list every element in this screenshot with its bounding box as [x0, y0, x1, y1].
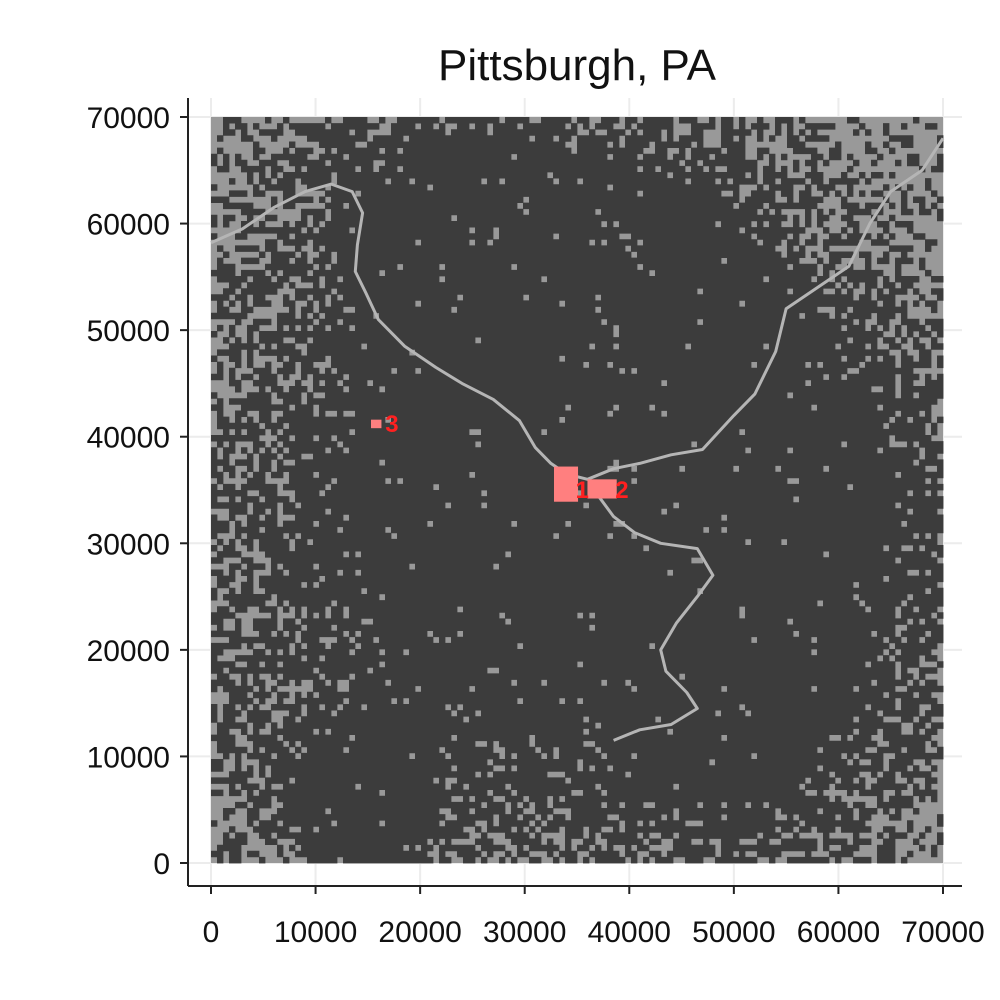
chart-title: Pittsburgh, PA [438, 41, 717, 90]
x-tick-label: 0 [203, 916, 220, 949]
x-tick-label: 60000 [797, 916, 880, 949]
x-tick-label: 20000 [378, 916, 461, 949]
x-tick-label: 50000 [692, 916, 775, 949]
marker-label: 3 [385, 411, 398, 438]
highlight-area [370, 419, 382, 429]
y-tick-label: 50000 [87, 315, 170, 348]
markers: 1 2 3 [385, 411, 628, 504]
y-tick-label: 70000 [87, 102, 170, 135]
x-tick-label: 40000 [588, 916, 671, 949]
x-tick-label: 10000 [274, 916, 357, 949]
y-tick-label: 30000 [87, 528, 170, 561]
x-tick-label: 30000 [483, 916, 566, 949]
y-axis-ticks: 0 10000 20000 30000 40000 50000 60000 70000 [87, 102, 188, 881]
y-tick-label: 20000 [87, 635, 170, 668]
x-tick-label: 70000 [901, 916, 984, 949]
axes: 0 10000 20000 30000 40000 50000 60000 70000 010… [87, 98, 985, 949]
river-line [596, 494, 715, 742]
rivers [210, 137, 945, 742]
map-raster: 1 2 3 [210, 117, 945, 864]
marker-label: 1 [576, 477, 589, 504]
y-tick-label: 10000 [87, 741, 170, 774]
highlight-area [553, 466, 579, 502]
y-tick-label: 0 [153, 848, 170, 881]
y-tick-label: 60000 [87, 209, 170, 242]
highlight-area [587, 479, 617, 499]
x-axis-ticks: 0 10000 20000 30000 40000 50000 60000 70000 [203, 886, 985, 949]
marker-label: 2 [615, 477, 628, 504]
y-tick-label: 40000 [87, 422, 170, 455]
highlight-areas [370, 419, 617, 502]
river-line [210, 137, 945, 481]
